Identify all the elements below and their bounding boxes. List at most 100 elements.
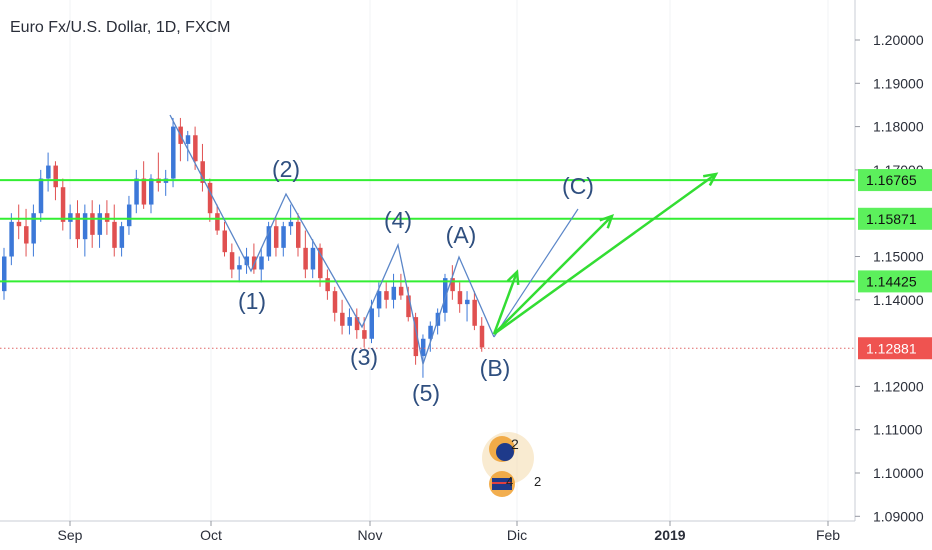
wave-label: (A) — [446, 222, 477, 248]
candle — [9, 221, 14, 257]
candle — [259, 256, 264, 270]
candle — [479, 325, 485, 348]
candle — [472, 299, 477, 326]
level-price-tag — [858, 207, 932, 230]
candle — [303, 247, 308, 270]
candle — [450, 278, 455, 292]
projection-arrowhead — [506, 269, 520, 286]
candle — [347, 317, 352, 326]
projection-arrow — [493, 215, 613, 335]
candle — [457, 291, 463, 305]
candle — [465, 299, 470, 305]
candle — [90, 213, 95, 235]
candle — [75, 213, 80, 240]
candle — [428, 325, 433, 339]
candlestick-series — [2, 117, 485, 378]
candle — [119, 226, 125, 248]
candle — [60, 187, 66, 222]
x-tick-label: Dic — [507, 527, 527, 543]
candle — [273, 226, 279, 248]
candle — [53, 165, 58, 188]
projection-arrowhead — [599, 213, 615, 229]
candle — [266, 226, 272, 257]
candle — [296, 221, 301, 248]
candle — [384, 291, 389, 300]
y-tick-label: 1.12000 — [873, 378, 924, 394]
candle — [16, 221, 22, 227]
y-tick-label: 1.11000 — [873, 422, 923, 438]
candle — [237, 265, 242, 270]
candle — [406, 295, 411, 318]
candle — [97, 213, 103, 235]
candle — [443, 278, 448, 313]
candle — [141, 178, 147, 205]
x-tick-label: Feb — [816, 527, 840, 543]
candle — [126, 204, 132, 227]
candle — [229, 252, 235, 270]
wave-overlay: (1) (2) (3) (4) (5) (A) (B) (C) — [169, 114, 719, 406]
candle — [420, 338, 426, 357]
candle — [82, 213, 88, 240]
level-price-label: 1.16765 — [866, 172, 917, 188]
projection-arrow — [492, 271, 519, 335]
x-tick-label: Oct — [200, 527, 222, 543]
level-price-label: 1.14425 — [866, 273, 917, 289]
y-tick-label: 1.18000 — [873, 119, 924, 135]
level-price-tag — [858, 270, 932, 293]
candle — [24, 226, 29, 244]
wave-label: (1) — [238, 288, 266, 314]
chart-title: Euro Fx/U.S. Dollar, 1D, FXCM — [10, 19, 231, 36]
x-tick-label: 2019 — [654, 527, 685, 543]
candle — [171, 126, 176, 179]
candle — [281, 226, 286, 248]
projection-arrow — [493, 172, 717, 336]
candle — [134, 178, 139, 205]
svg-text:4: 4 — [506, 474, 513, 489]
current-price-label: 1.12881 — [866, 340, 917, 356]
watermark-logo: 2 4 2 — [482, 432, 541, 497]
y-tick-label: 1.14000 — [873, 292, 924, 308]
candle — [398, 286, 404, 296]
candle — [185, 135, 191, 144]
candle — [112, 221, 117, 248]
svg-text:2: 2 — [534, 474, 541, 489]
candle — [354, 317, 360, 331]
candle — [149, 178, 154, 205]
candle — [369, 308, 374, 339]
candle — [31, 213, 36, 244]
candle — [193, 135, 198, 162]
wave-label: (4) — [384, 207, 412, 233]
wave-label: (B) — [480, 355, 511, 381]
horizontal-levels — [0, 179, 855, 349]
candle — [215, 213, 220, 231]
candle — [325, 278, 330, 292]
wave-path — [169, 114, 495, 367]
y-tick-label: 1.20000 — [873, 32, 924, 48]
level-price-label: 1.15871 — [866, 211, 917, 227]
svg-text:2: 2 — [511, 436, 519, 452]
candle — [46, 165, 51, 179]
wave-c-projection — [493, 208, 579, 338]
candle — [391, 286, 397, 300]
current-price-tag — [858, 337, 932, 360]
candle — [38, 178, 44, 214]
wave-label: (5) — [412, 380, 440, 406]
candle — [310, 247, 316, 270]
x-tick-label: Nov — [358, 527, 383, 543]
y-tick-label: 1.10000 — [873, 465, 924, 481]
wave-label: (C) — [562, 173, 594, 199]
candle — [68, 213, 73, 222]
wave-label: (2) — [272, 156, 300, 182]
y-tick-label: 1.09000 — [873, 508, 924, 524]
level-price-tag — [858, 169, 932, 192]
candle — [244, 256, 250, 266]
candle — [2, 256, 7, 292]
candle — [318, 247, 323, 279]
candle — [200, 161, 205, 183]
wave-label: (3) — [350, 344, 378, 370]
candle — [340, 312, 345, 326]
candle — [288, 221, 294, 227]
candle — [413, 317, 419, 357]
